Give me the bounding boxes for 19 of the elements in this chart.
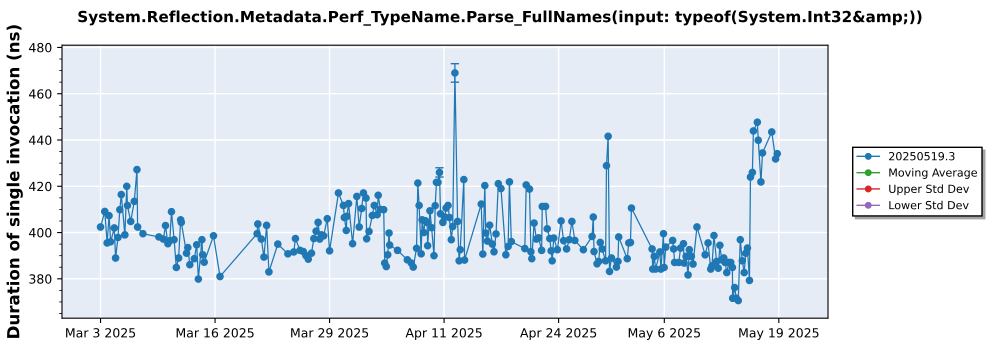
x-tick-label: Mar 3 2025 xyxy=(66,328,136,338)
y-tick-label: 400 xyxy=(29,228,52,238)
chart-title: System.Reflection.Metadata.Perf_TypeName.Parse_FullNames(input: typeof(System.Int32&amp;)) xyxy=(78,10,922,26)
x-tick-label: May 19 2025 xyxy=(739,328,818,340)
legend-label: Lower Std Dev xyxy=(889,200,969,210)
x-tick-label: Mar 16 2025 xyxy=(176,328,254,338)
legend-label: Upper Std Dev xyxy=(889,184,970,196)
y-tick-label: 420 xyxy=(29,182,52,192)
y-axis-title: Duration of single invocation (ns) xyxy=(6,25,23,338)
x-tick-label: Apr 11 2025 xyxy=(406,328,482,340)
legend-label: Moving Average xyxy=(889,168,977,179)
y-tick-label: 380 xyxy=(29,274,52,284)
legend-label: 20250519.3 xyxy=(889,152,955,160)
y-tick-label: 440 xyxy=(29,135,52,145)
x-tick-label: Apr 24 2025 xyxy=(520,328,596,340)
x-tick-label: Mar 29 2025 xyxy=(291,328,368,338)
y-tick-label: 480 xyxy=(29,42,52,52)
x-tick-label: May 6 2025 xyxy=(628,328,700,340)
y-tick-label: 460 xyxy=(29,89,52,99)
